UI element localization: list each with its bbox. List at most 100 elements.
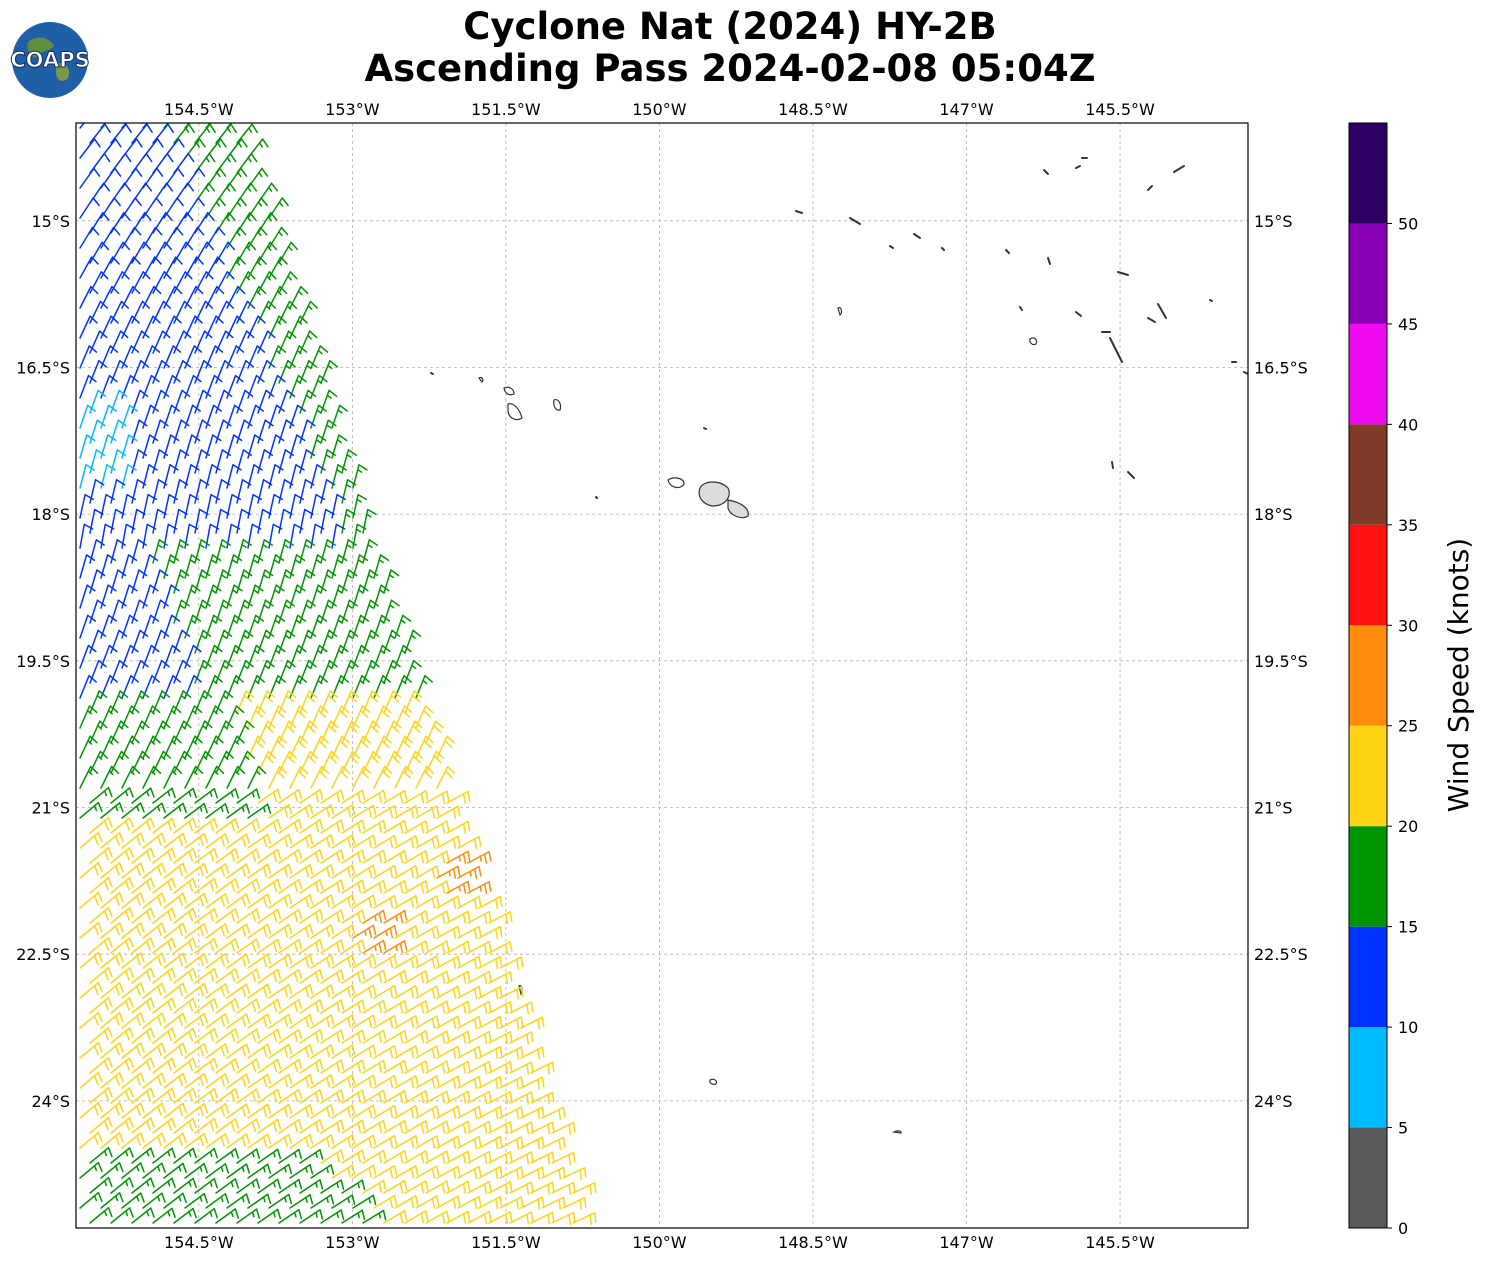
wind-barb bbox=[215, 818, 240, 834]
wind-barb bbox=[404, 940, 429, 954]
wind-barb bbox=[131, 690, 150, 714]
wind-barb bbox=[236, 300, 256, 324]
wind-barb bbox=[173, 690, 192, 714]
wind-barb bbox=[488, 1091, 513, 1105]
wind-barb bbox=[278, 508, 293, 534]
wind-barb bbox=[215, 419, 232, 444]
wind-barb bbox=[415, 1135, 440, 1149]
wind-barb bbox=[299, 849, 324, 864]
wind-barb bbox=[89, 539, 105, 564]
wind-barb bbox=[541, 1196, 566, 1210]
wind-barb bbox=[499, 1046, 524, 1060]
wind-barb bbox=[89, 846, 113, 864]
wind-barb bbox=[173, 967, 197, 984]
wind-barb bbox=[89, 241, 110, 264]
wind-barb bbox=[362, 789, 387, 804]
wind-barb bbox=[446, 1090, 471, 1104]
wind-barb bbox=[121, 1132, 145, 1149]
colorbar-bin bbox=[1349, 123, 1387, 224]
wind-barb bbox=[89, 569, 106, 594]
wind-barb bbox=[467, 1000, 492, 1015]
wind-barb bbox=[352, 1134, 377, 1149]
wind-barb bbox=[509, 1001, 534, 1015]
wind-barb bbox=[100, 226, 121, 249]
wind-barb bbox=[226, 226, 247, 249]
wind-barb bbox=[79, 614, 97, 639]
wind-barb bbox=[467, 1180, 492, 1195]
wind-barb bbox=[268, 1103, 293, 1119]
wind-barb bbox=[236, 123, 258, 144]
wind-barb bbox=[110, 300, 130, 324]
wind-barb bbox=[467, 1210, 492, 1225]
wind-barb bbox=[509, 1121, 534, 1135]
wind-barb bbox=[131, 877, 155, 894]
wind-barb bbox=[520, 1046, 545, 1060]
wind-barb bbox=[362, 1179, 387, 1194]
wind-barb bbox=[310, 894, 335, 909]
wind-barb bbox=[131, 997, 155, 1014]
lon-tick-label-top: 145.5°W bbox=[1085, 100, 1155, 119]
wind-barb bbox=[415, 805, 440, 819]
wind-barb bbox=[163, 952, 187, 969]
wind-barb bbox=[205, 1073, 230, 1089]
wind-barb bbox=[194, 750, 213, 774]
wind-barb bbox=[79, 138, 101, 159]
colorbar-tick-label: 5 bbox=[1398, 1119, 1408, 1138]
wind-barb bbox=[173, 629, 191, 654]
colorbar-bin bbox=[1349, 725, 1387, 827]
atoll-outline bbox=[1147, 317, 1156, 323]
wind-barb bbox=[310, 1164, 335, 1179]
wind-barb bbox=[194, 1027, 218, 1044]
wind-barb bbox=[289, 765, 309, 789]
wind-barb bbox=[530, 1211, 555, 1225]
wind-barb bbox=[215, 569, 232, 594]
wind-barb bbox=[341, 789, 366, 804]
wind-barb bbox=[383, 659, 401, 684]
wind-barb bbox=[299, 300, 319, 324]
wind-barb bbox=[131, 847, 155, 864]
wind-barb bbox=[257, 330, 276, 354]
atoll-outline bbox=[1043, 169, 1049, 175]
wind-barb bbox=[131, 1057, 155, 1074]
wind-barb bbox=[110, 1057, 134, 1074]
wind-barb bbox=[194, 478, 210, 504]
wind-barb bbox=[509, 1211, 534, 1225]
wind-barb bbox=[152, 359, 170, 384]
wind-barb bbox=[152, 569, 169, 594]
wind-barb bbox=[110, 907, 134, 924]
wind-barb bbox=[415, 895, 440, 909]
wind-barb bbox=[152, 123, 174, 144]
wind-barb bbox=[310, 804, 335, 819]
wind-barb bbox=[404, 720, 423, 744]
wind-barb bbox=[446, 1150, 471, 1164]
lat-tick-label-right: 18°S bbox=[1254, 505, 1293, 524]
wind-barb bbox=[184, 802, 208, 819]
wind-barb bbox=[499, 986, 524, 1000]
wind-barb bbox=[299, 690, 318, 714]
wind-barb bbox=[373, 1104, 398, 1119]
wind-barb bbox=[320, 1149, 345, 1164]
wind-barb bbox=[373, 1134, 398, 1149]
wind-barb bbox=[394, 1165, 419, 1179]
wind-barb bbox=[268, 953, 293, 969]
wind-barb bbox=[257, 211, 278, 234]
wind-barb bbox=[110, 599, 127, 624]
wind-barb bbox=[131, 569, 148, 594]
wind-barb bbox=[205, 1043, 230, 1059]
wind-barb bbox=[257, 359, 275, 384]
wind-barb bbox=[236, 599, 253, 624]
wind-barb bbox=[478, 955, 503, 970]
wind-barb bbox=[173, 1087, 197, 1104]
wind-barb bbox=[394, 865, 419, 879]
wind-barb bbox=[320, 359, 338, 384]
wind-barb bbox=[278, 1148, 303, 1164]
wind-barb bbox=[194, 123, 216, 144]
wind-barb bbox=[142, 1102, 166, 1119]
wind-barb bbox=[194, 241, 215, 264]
atoll-outline bbox=[941, 247, 945, 251]
lon-tick-label-bottom: 154.5°W bbox=[164, 1233, 234, 1252]
wind-barb bbox=[110, 211, 131, 234]
wind-barb bbox=[100, 1162, 124, 1179]
wind-barb bbox=[530, 1061, 555, 1075]
wind-barb bbox=[173, 907, 197, 924]
